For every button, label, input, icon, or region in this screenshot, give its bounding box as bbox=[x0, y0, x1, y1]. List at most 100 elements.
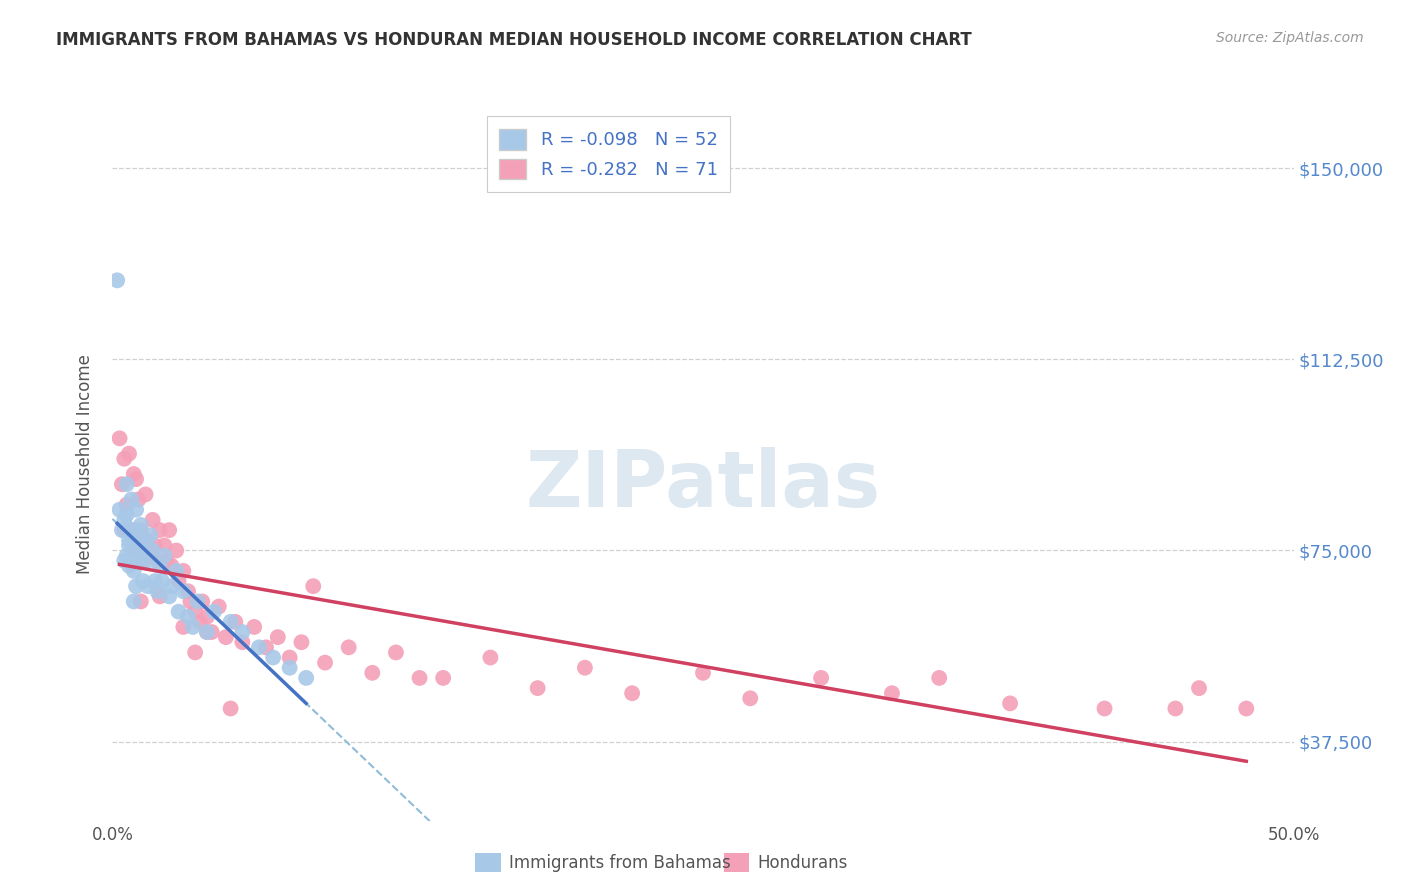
Point bbox=[120, 523, 142, 537]
Point bbox=[167, 574, 190, 588]
Point bbox=[108, 502, 131, 516]
Point bbox=[111, 523, 134, 537]
Point bbox=[167, 605, 190, 619]
Point bbox=[621, 686, 644, 700]
Point bbox=[153, 538, 176, 552]
Point bbox=[118, 558, 141, 573]
Point bbox=[254, 640, 277, 655]
Point bbox=[184, 645, 207, 659]
Point bbox=[219, 701, 242, 715]
Point bbox=[127, 492, 149, 507]
Point bbox=[142, 513, 165, 527]
Point bbox=[1188, 681, 1211, 695]
Point bbox=[179, 594, 201, 608]
Point bbox=[108, 431, 131, 445]
Point bbox=[188, 615, 211, 629]
Point bbox=[160, 579, 183, 593]
Point bbox=[295, 671, 318, 685]
Point bbox=[740, 691, 762, 706]
Point bbox=[177, 609, 200, 624]
Point bbox=[115, 549, 138, 563]
Point bbox=[195, 625, 218, 640]
Point bbox=[385, 645, 408, 659]
Point bbox=[692, 665, 714, 680]
Point bbox=[231, 625, 253, 640]
Point bbox=[231, 635, 253, 649]
Point bbox=[574, 661, 596, 675]
Point bbox=[1094, 701, 1116, 715]
Point bbox=[202, 605, 225, 619]
Point bbox=[247, 640, 270, 655]
Point bbox=[998, 697, 1021, 711]
Text: Hondurans: Hondurans bbox=[758, 854, 848, 871]
Text: Immigrants from Bahamas: Immigrants from Bahamas bbox=[509, 854, 731, 871]
Point bbox=[120, 549, 142, 563]
Point bbox=[112, 554, 135, 568]
Point bbox=[149, 523, 172, 537]
Point bbox=[132, 549, 155, 563]
Point bbox=[149, 590, 172, 604]
Point bbox=[195, 609, 218, 624]
Point bbox=[122, 467, 145, 481]
Point bbox=[172, 620, 194, 634]
Point bbox=[127, 538, 149, 552]
Point bbox=[125, 523, 148, 537]
Point bbox=[132, 554, 155, 568]
Point bbox=[810, 671, 832, 685]
Point bbox=[172, 584, 194, 599]
Point bbox=[122, 533, 145, 548]
Point bbox=[928, 671, 950, 685]
Point bbox=[122, 594, 145, 608]
Point bbox=[149, 558, 172, 573]
Point bbox=[880, 686, 903, 700]
Point bbox=[157, 523, 180, 537]
Point bbox=[112, 523, 135, 537]
Point bbox=[146, 554, 169, 568]
Point bbox=[136, 579, 159, 593]
Point bbox=[129, 523, 152, 537]
Point bbox=[479, 650, 502, 665]
Point bbox=[127, 554, 149, 568]
Point bbox=[143, 538, 166, 552]
Point bbox=[302, 579, 325, 593]
Point bbox=[146, 584, 169, 599]
Point bbox=[278, 650, 301, 665]
Point bbox=[150, 574, 173, 588]
Point bbox=[278, 661, 301, 675]
Point bbox=[1234, 701, 1257, 715]
Point bbox=[177, 584, 200, 599]
Text: IMMIGRANTS FROM BAHAMAS VS HONDURAN MEDIAN HOUSEHOLD INCOME CORRELATION CHART: IMMIGRANTS FROM BAHAMAS VS HONDURAN MEDI… bbox=[56, 31, 972, 49]
Text: ZIPatlas: ZIPatlas bbox=[526, 447, 880, 524]
Point bbox=[136, 554, 159, 568]
Point bbox=[408, 671, 430, 685]
Point bbox=[1164, 701, 1187, 715]
Point bbox=[165, 564, 187, 578]
Point bbox=[132, 574, 155, 588]
Point bbox=[186, 594, 208, 608]
Point bbox=[191, 594, 214, 608]
Point bbox=[115, 498, 138, 512]
Point bbox=[143, 574, 166, 588]
Point bbox=[118, 533, 141, 548]
Point bbox=[139, 528, 162, 542]
Point bbox=[219, 615, 242, 629]
Point bbox=[125, 579, 148, 593]
Point bbox=[156, 554, 179, 568]
Point bbox=[125, 502, 148, 516]
Point bbox=[290, 635, 312, 649]
Point bbox=[135, 533, 157, 548]
Point bbox=[118, 447, 141, 461]
Point bbox=[112, 451, 135, 466]
Point bbox=[165, 543, 187, 558]
Point bbox=[337, 640, 360, 655]
Point bbox=[181, 620, 204, 634]
Point bbox=[115, 477, 138, 491]
Point bbox=[208, 599, 231, 614]
Point bbox=[142, 543, 165, 558]
Point bbox=[201, 625, 224, 640]
Point bbox=[314, 656, 336, 670]
Point bbox=[120, 492, 142, 507]
Point bbox=[184, 605, 207, 619]
Point bbox=[112, 513, 135, 527]
Point bbox=[111, 477, 134, 491]
